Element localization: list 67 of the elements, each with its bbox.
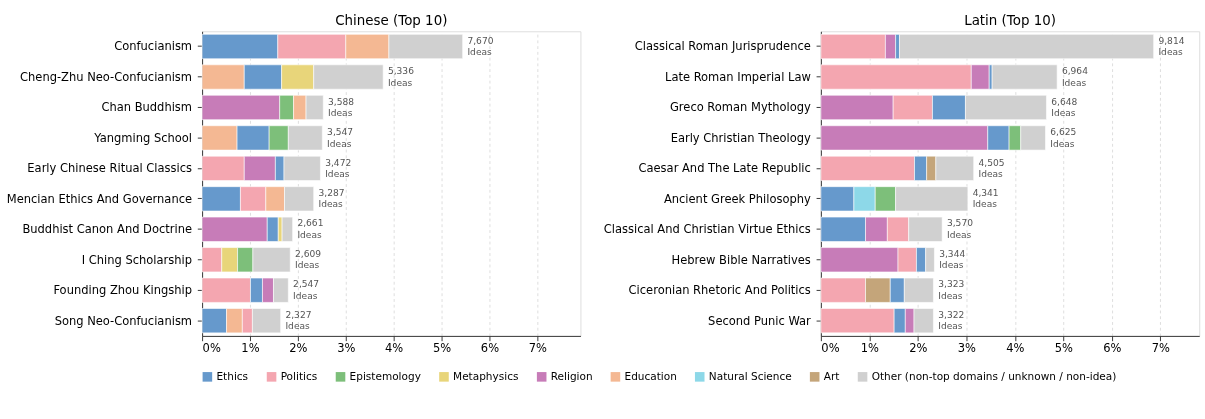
x-tick-label: 4% (385, 340, 404, 355)
x-tick-label: 5% (1054, 340, 1074, 355)
annotation: 3,570 Ideas (946, 218, 974, 240)
x-tick-label: 5% (432, 340, 452, 355)
y-tick-label: Ancient Greek Philosophy (663, 191, 812, 206)
annotation: 6,964 Ideas (1061, 66, 1089, 88)
x-tick-label: 6% (480, 340, 500, 355)
legend-label: Other (non-top domains / unknown / non-idea) (871, 369, 1117, 382)
x-tick-label: 0% (821, 340, 840, 355)
annotation: 2,661 Ideas (297, 218, 324, 240)
x-tick-label: 4% (1006, 340, 1025, 355)
annotation: 3,287 Ideas (318, 187, 345, 210)
y-tick-label: Classical Roman Jurisprudence (634, 39, 811, 54)
x-tick-label: 7% (1151, 340, 1171, 355)
legend-label: Art (823, 369, 840, 382)
y-tick-label: Caesar And The Late Republic (638, 161, 811, 176)
x-tick-label: 3% (337, 340, 356, 355)
annotation: 3,588 Ideas (328, 96, 355, 119)
annotation: 6,625 Ideas (1050, 127, 1077, 149)
chart-title: Chinese (Top 10) (335, 12, 448, 28)
y-tick-label: Confucianism (114, 39, 193, 54)
annotation: 3,472 Ideas (325, 157, 352, 179)
y-tick-label: Greco Roman Mythology (669, 100, 812, 115)
annotation: 2,609 Ideas (295, 248, 322, 271)
annotation: 9,814 Ideas (1158, 35, 1185, 58)
legend-label: Epistemology (349, 369, 421, 382)
annotation: 2,327 Ideas (285, 309, 312, 332)
annotation: 4,341 Ideas (972, 187, 999, 210)
legend-label: Natural Science (708, 369, 792, 382)
y-tick-label: Mencian Ethics And Governance (6, 191, 193, 206)
annotation: 6,648 Ideas (1051, 96, 1078, 119)
legend-label: Religion (550, 369, 593, 382)
y-tick-label: Cheng-Zhu Neo-Confucianism (20, 69, 193, 84)
x-tick-label: 1% (241, 340, 260, 355)
y-tick-label: Founding Zhou Kingship (53, 283, 193, 298)
x-tick-label: 2% (909, 340, 928, 355)
y-tick-label: Song Neo-Confucianism (54, 313, 193, 328)
annotation: 4,505 Ideas (978, 157, 1005, 179)
annotation: 7,670 Ideas (467, 35, 494, 58)
x-tick-label: 3% (957, 340, 977, 355)
y-tick-label: Late Roman Imperial Law (664, 69, 811, 84)
y-tick-label: Early Chinese Ritual Classics (27, 161, 193, 176)
annotation: 2,547 Ideas (293, 279, 320, 301)
annotation: 3,344 Ideas (939, 248, 966, 271)
legend-label: Politics (280, 369, 318, 382)
x-tick-label: 2% (289, 340, 308, 355)
annotation: 3,323 Ideas (938, 279, 965, 301)
x-tick-label: 7% (528, 340, 548, 355)
y-tick-label: Buddhist Canon And Doctrine (22, 222, 193, 237)
legend-label: Education (624, 369, 677, 382)
annotation: 5,336 Ideas (387, 66, 415, 88)
y-tick-label: Classical And Christian Virtue Ethics (603, 222, 811, 237)
y-tick-label: Ciceronian Rhetoric And Politics (628, 283, 811, 298)
x-tick-label: 0% (202, 340, 221, 355)
y-tick-label: I Ching Scholarship (81, 252, 193, 267)
y-tick-label: Hebrew Bible Narratives (671, 252, 811, 267)
chart-title: Latin (Top 10) (964, 12, 1056, 28)
annotation: 3,547 Ideas (327, 127, 354, 149)
y-tick-label: Early Christian Theology (670, 130, 812, 145)
y-tick-label: Yangming School (93, 130, 193, 145)
y-tick-label: Second Punic War (708, 313, 812, 328)
x-tick-label: 6% (1103, 340, 1122, 355)
legend-label: Metaphysics (453, 369, 519, 382)
y-tick-label: Chan Buddhism (101, 100, 193, 115)
legend-label: Ethics (216, 369, 249, 382)
x-tick-label: 1% (860, 340, 880, 355)
annotation: 3,322 Ideas (938, 309, 965, 332)
